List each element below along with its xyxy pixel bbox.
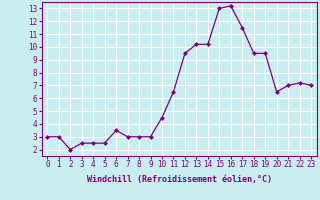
X-axis label: Windchill (Refroidissement éolien,°C): Windchill (Refroidissement éolien,°C) xyxy=(87,175,272,184)
